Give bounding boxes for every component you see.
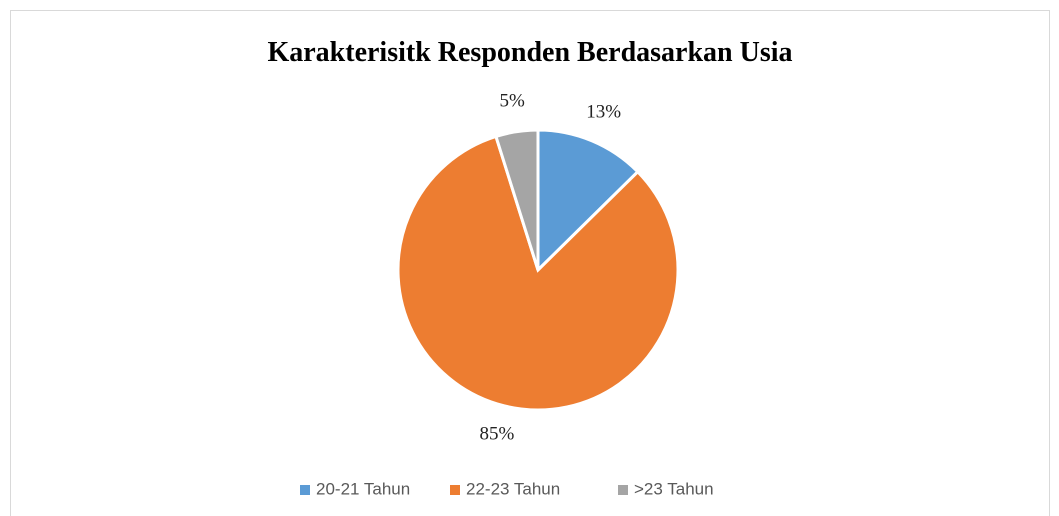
legend-swatch (300, 485, 310, 495)
pie-slice (536, 128, 640, 274)
pie-slice (396, 134, 680, 412)
chart-title: Karakterisitk Responden Berdasarkan Usia (267, 37, 792, 68)
legend-label: >23 Tahun (634, 479, 714, 498)
pie-slice (494, 128, 540, 271)
data-label: 5% (500, 90, 526, 111)
legend-swatch (450, 485, 460, 495)
data-label: 85% (480, 423, 515, 444)
data-label: 13% (586, 102, 621, 123)
chart-border (10, 10, 1050, 516)
legend-label: 20-21 Tahun (316, 479, 410, 498)
legend-swatch (618, 485, 628, 495)
legend-label: 22-23 Tahun (466, 479, 560, 498)
